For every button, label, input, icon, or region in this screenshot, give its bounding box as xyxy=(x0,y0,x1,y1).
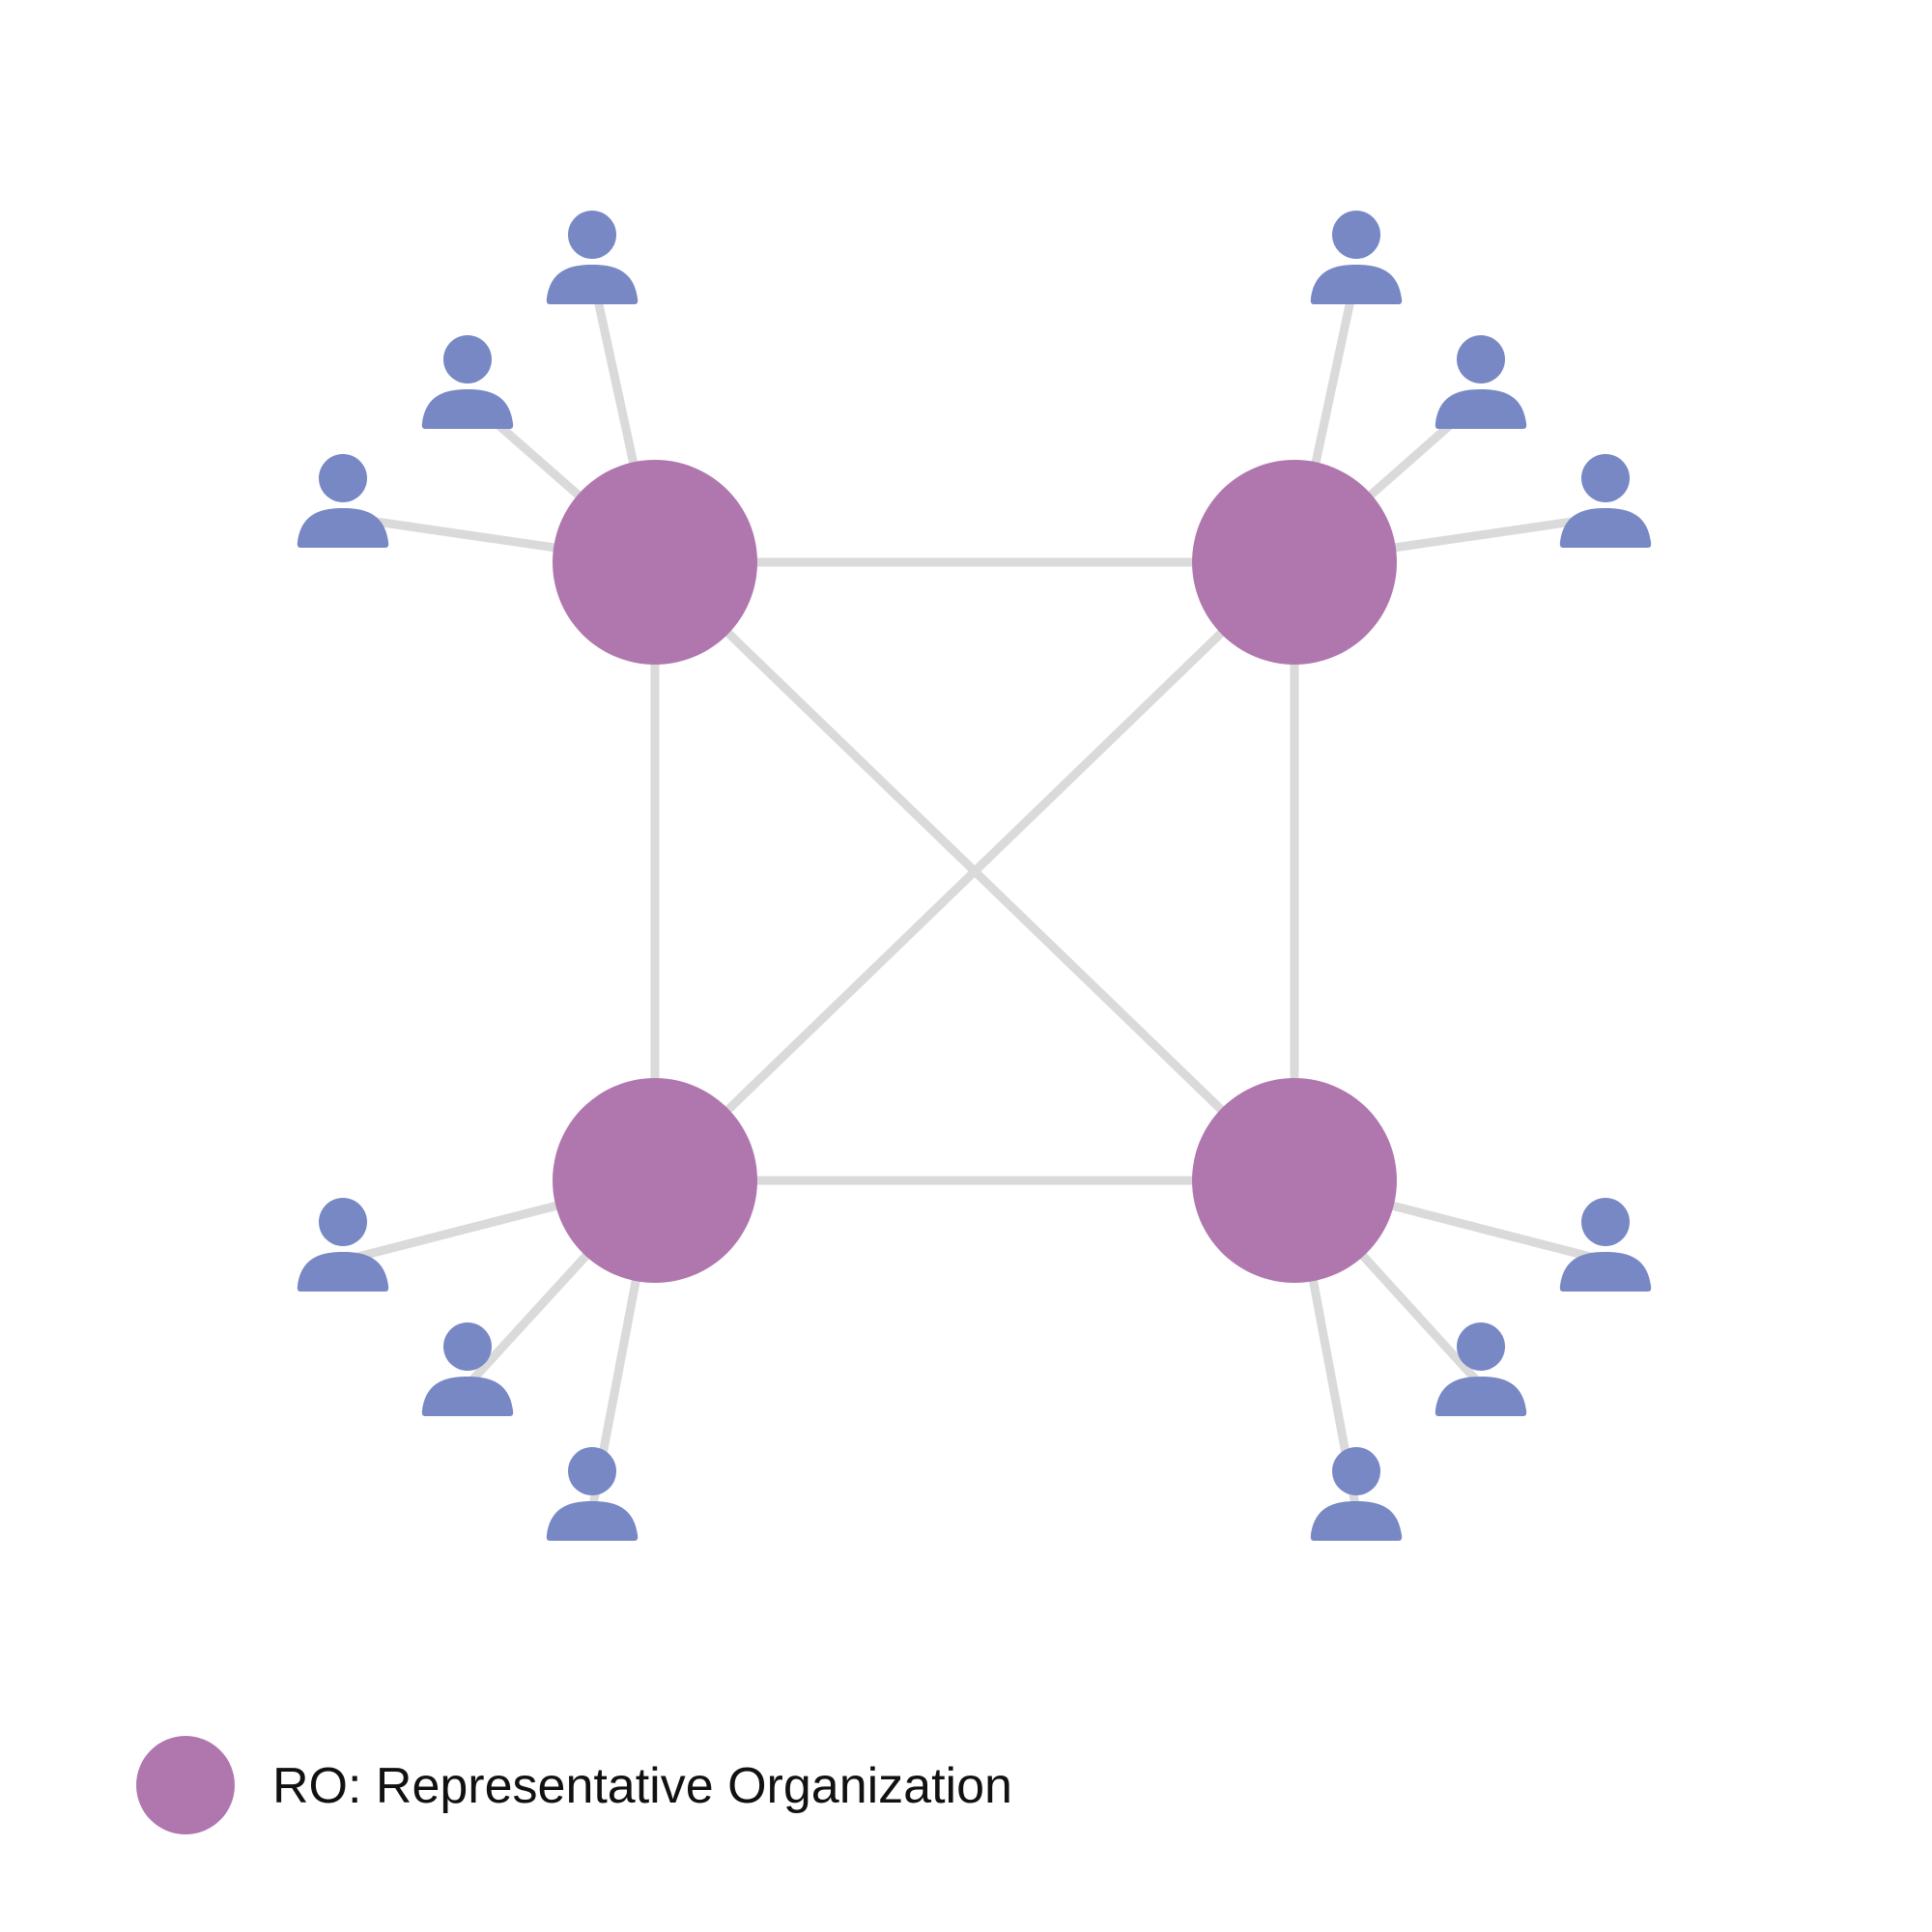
person-icon xyxy=(546,1447,639,1541)
links-layer xyxy=(341,272,1607,1511)
person-icon xyxy=(1559,1198,1652,1292)
hubs-layer xyxy=(553,460,1397,1283)
person-icon xyxy=(546,211,639,304)
members-layer xyxy=(297,211,1652,1541)
person-icon xyxy=(1435,1322,1527,1416)
legend: RO: Representative Organization xyxy=(136,1736,1012,1834)
legend-label: RO: Representative Organization xyxy=(272,1758,1012,1814)
person-icon xyxy=(421,1322,514,1416)
representative-organization-node xyxy=(1192,1078,1397,1283)
legend-hub-swatch xyxy=(136,1736,235,1834)
person-icon xyxy=(1310,1447,1403,1541)
person-icon xyxy=(1310,211,1403,304)
person-icon xyxy=(297,1198,389,1292)
person-icon xyxy=(421,335,514,429)
person-icon xyxy=(1559,454,1652,548)
representative-organization-node xyxy=(1192,460,1397,665)
person-icon xyxy=(297,454,389,548)
hub-link xyxy=(651,558,1298,1184)
representative-organization-node xyxy=(553,1078,757,1283)
representative-organization-node xyxy=(553,460,757,665)
person-icon xyxy=(1435,335,1527,429)
